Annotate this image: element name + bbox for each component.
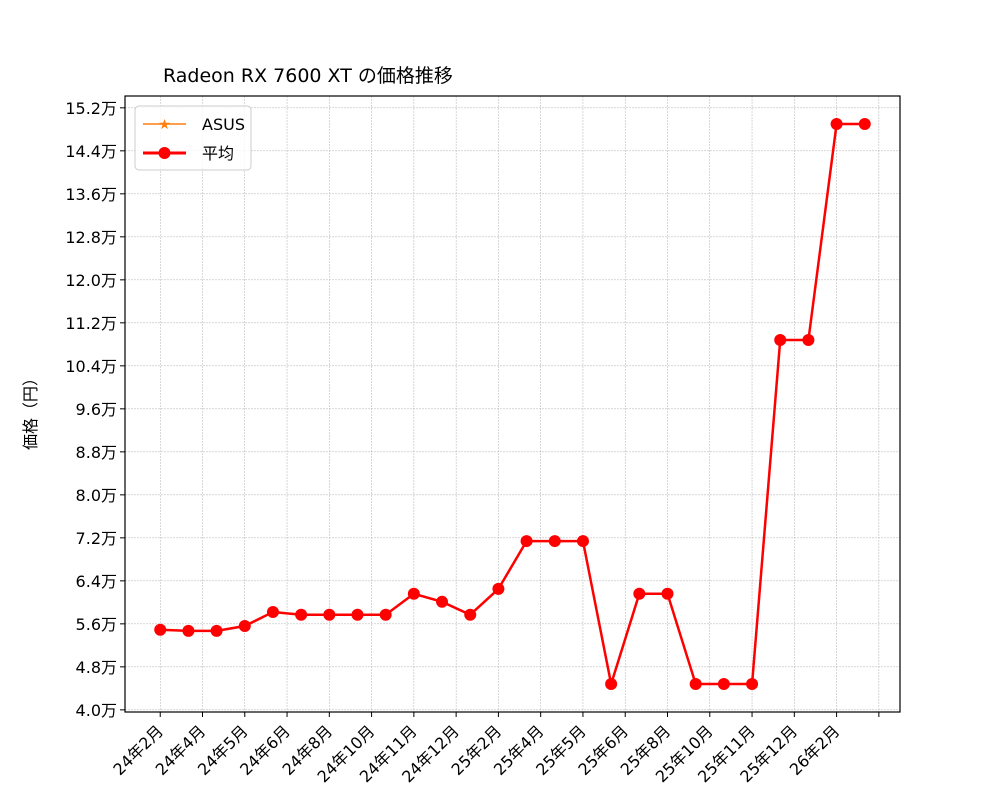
data-point: [210, 624, 223, 637]
y-tick-label: 6.4万: [76, 572, 117, 591]
y-tick-label: 9.6万: [76, 400, 117, 419]
data-point: [520, 535, 533, 548]
y-tick-label: 14.4万: [65, 142, 117, 161]
y-tick-label: 5.6万: [76, 615, 117, 634]
data-point: [576, 535, 589, 548]
y-tick-label: 12.0万: [65, 271, 117, 290]
chart-title: Radeon RX 7600 XT の価格推移: [163, 65, 453, 87]
data-point: [802, 334, 815, 347]
y-tick-label: 4.8万: [76, 658, 117, 677]
data-point: [746, 678, 759, 691]
data-point: [351, 608, 364, 621]
data-point: [154, 623, 167, 636]
legend-label-average: 平均: [202, 144, 234, 163]
legend: ★ ASUS 平均: [134, 105, 252, 171]
data-point: [266, 606, 279, 619]
data-point: [633, 587, 646, 600]
data-point: [379, 608, 392, 621]
y-tick-label: 11.2万: [65, 314, 117, 333]
data-point: [492, 582, 505, 595]
y-tick-label: 8.0万: [76, 486, 117, 505]
plot-frame: [124, 95, 901, 713]
data-point: [858, 117, 871, 130]
data-point: [464, 608, 477, 621]
data-point: [717, 678, 730, 691]
y-tick-label: 10.4万: [65, 357, 117, 376]
data-point: [689, 678, 702, 691]
data-point: [436, 595, 449, 608]
data-point: [830, 117, 843, 130]
y-tick-label: 15.2万: [65, 99, 117, 118]
data-point: [407, 587, 420, 600]
data-point: [323, 608, 336, 621]
data-point: [774, 334, 787, 347]
y-tick-label: 8.8万: [76, 443, 117, 462]
y-tick-label: 12.8万: [65, 228, 117, 247]
data-point: [548, 535, 561, 548]
y-tick-label: 4.0万: [76, 701, 117, 720]
data-point: [238, 619, 251, 632]
data-point: [605, 678, 618, 691]
legend-circle-icon: [158, 147, 171, 159]
series-lines: [154, 117, 871, 691]
legend-star-icon: ★: [158, 117, 171, 133]
y-axis: 4.0万 4.8万 5.6万 6.4万 7.2万 8.0万 8.8万 9.6万 10.4万 11.…: [65, 99, 125, 720]
data-point: [661, 587, 674, 600]
data-point: [182, 624, 195, 637]
y-tick-label: 7.2万: [76, 529, 117, 548]
y-axis-label: 価格（円）: [21, 370, 40, 450]
legend-label-asus: ASUS: [202, 115, 245, 134]
data-point: [295, 608, 308, 621]
y-tick-label: 13.6万: [65, 185, 117, 204]
